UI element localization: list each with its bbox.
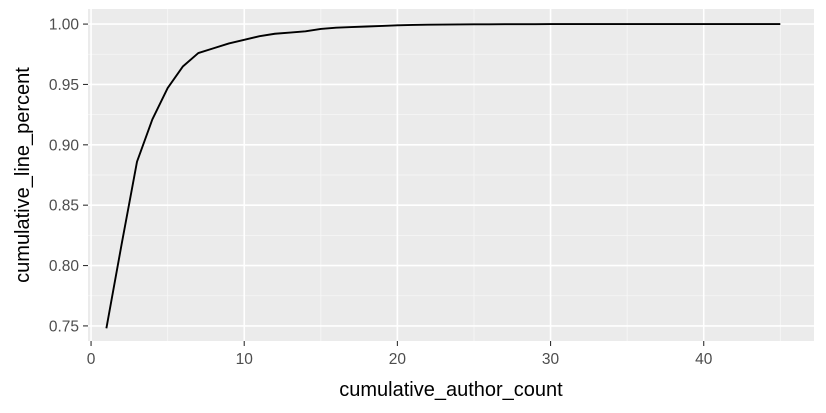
series-layer [105, 23, 781, 329]
y-axis-title: cumulative_line_percent [12, 67, 34, 283]
y-tick-label: 0.90 [49, 137, 80, 154]
x-tick-label: 30 [542, 351, 560, 368]
x-tick-label: 0 [87, 351, 96, 368]
x-tick-label: 10 [236, 351, 254, 368]
x-axis: 0 10 20 30 40 [87, 341, 713, 368]
y-axis: 0.75 0.80 0.85 0.90 0.95 1.00 [49, 17, 88, 335]
minor-gridlines [88, 9, 814, 341]
series-line [105, 23, 781, 329]
y-tick-label: 0.75 [49, 318, 79, 335]
y-tick-label: 1.00 [49, 17, 80, 34]
x-axis-title: cumulative_author_count [339, 379, 563, 401]
x-tick-label: 20 [389, 351, 407, 368]
y-tick-label: 0.95 [49, 77, 79, 94]
y-tick-label: 0.85 [49, 198, 79, 215]
y-tick-label: 0.80 [49, 258, 80, 275]
major-gridlines [88, 9, 814, 341]
x-tick-label: 40 [695, 351, 713, 368]
